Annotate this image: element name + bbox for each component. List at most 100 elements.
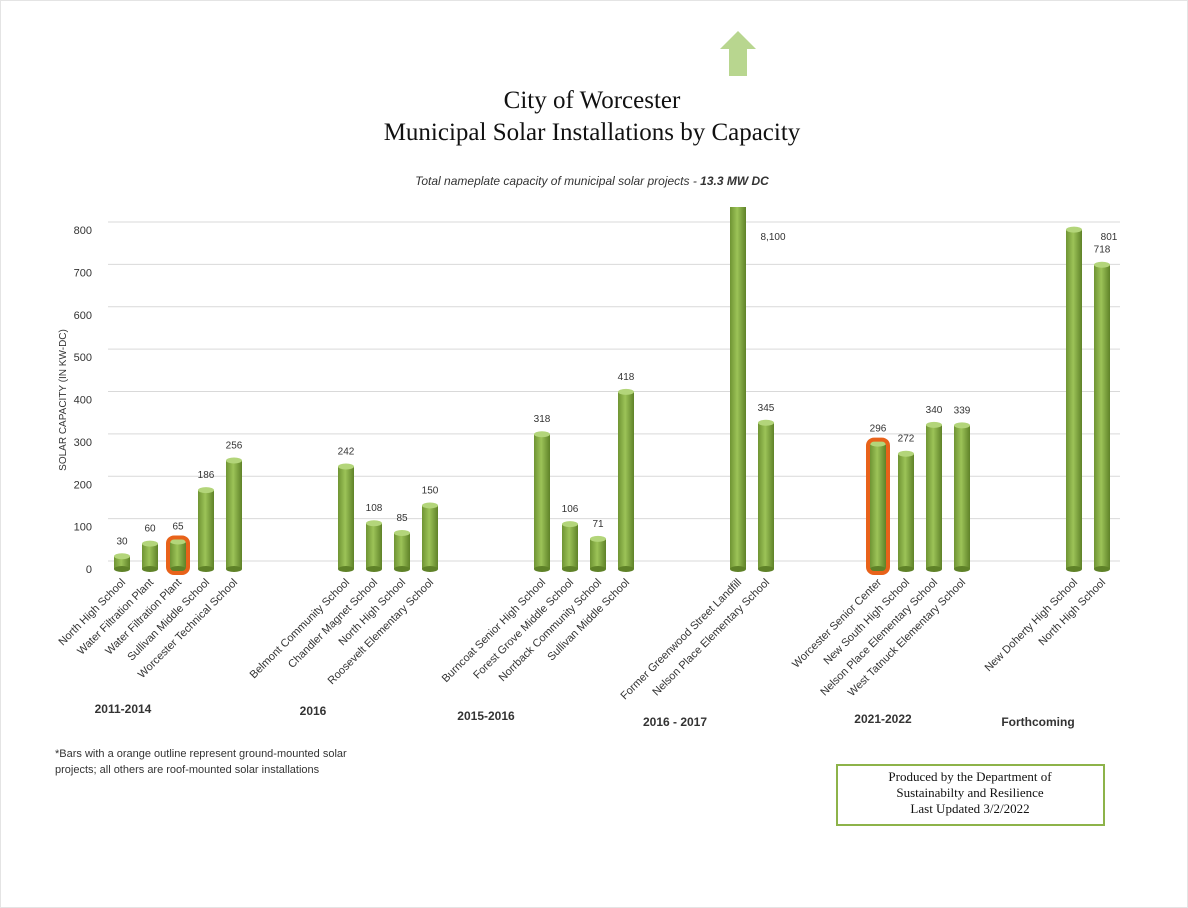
footnote: *Bars with a orange outline represent gr… bbox=[55, 748, 347, 760]
value-label: 65 bbox=[172, 521, 184, 532]
bar-base bbox=[926, 566, 942, 572]
bar bbox=[114, 553, 130, 572]
credit-text: Last Updated 3/2/2022 bbox=[910, 801, 1029, 816]
bar bbox=[866, 437, 890, 575]
group-label: 2016 - 2017 bbox=[643, 715, 707, 729]
credit-text: Produced by the Department of bbox=[888, 769, 1052, 784]
y-tick-label: 100 bbox=[74, 522, 92, 534]
value-label: 296 bbox=[870, 424, 887, 435]
bar-base bbox=[422, 566, 438, 572]
bar-base bbox=[114, 566, 130, 572]
value-label: 71 bbox=[592, 519, 604, 530]
bar-body bbox=[926, 424, 942, 569]
bar-top bbox=[590, 535, 606, 542]
bar-base bbox=[870, 566, 886, 572]
value-label: 318 bbox=[534, 414, 551, 425]
bar bbox=[730, 207, 746, 572]
bar-outline bbox=[866, 437, 890, 575]
bar-top bbox=[422, 502, 438, 509]
value-label: 345 bbox=[758, 403, 775, 414]
bar-base bbox=[954, 566, 970, 572]
bar-body bbox=[142, 543, 158, 569]
bar bbox=[618, 388, 634, 572]
bar bbox=[898, 450, 914, 572]
chart-title: City of Worcester bbox=[504, 87, 681, 114]
bar-top bbox=[394, 529, 410, 536]
bar-top bbox=[1094, 261, 1110, 268]
bar bbox=[198, 487, 214, 572]
bar-body bbox=[114, 556, 130, 569]
bar-base bbox=[898, 566, 914, 572]
y-tick-label: 400 bbox=[74, 395, 92, 407]
value-label: 418 bbox=[618, 372, 635, 383]
y-axis-label: SOLAR CAPACITY (IN KW-DC) bbox=[58, 329, 69, 471]
credit-box bbox=[836, 764, 1105, 826]
value-label: 242 bbox=[338, 446, 355, 457]
subtitle-emphasis: 13.3 MW DC bbox=[700, 174, 769, 188]
bar bbox=[422, 502, 438, 572]
bar-body bbox=[898, 453, 914, 569]
credit-text: Sustainabilty and Resilience bbox=[896, 785, 1044, 800]
bar-top bbox=[534, 431, 550, 438]
chart-title: Municipal Solar Installations by Capacit… bbox=[384, 119, 801, 146]
bar-top bbox=[114, 553, 130, 560]
bar-body bbox=[562, 524, 578, 569]
value-label: 30 bbox=[116, 536, 128, 547]
bar-base bbox=[758, 566, 774, 572]
bar-top bbox=[618, 388, 634, 395]
bar-base bbox=[534, 566, 550, 572]
bar-top bbox=[198, 487, 214, 494]
bar-body bbox=[590, 538, 606, 569]
value-label: 718 bbox=[1094, 245, 1111, 256]
group-label: 2011-2014 bbox=[95, 702, 152, 716]
bar-body bbox=[394, 532, 410, 569]
bar-base bbox=[1066, 566, 1082, 572]
bar-top bbox=[926, 421, 942, 428]
bar-base bbox=[226, 566, 242, 572]
bar bbox=[394, 529, 410, 572]
bar-body bbox=[226, 460, 242, 569]
bar-base bbox=[198, 566, 214, 572]
bar-body bbox=[618, 391, 634, 569]
bar-body bbox=[338, 466, 354, 569]
value-label: 60 bbox=[144, 524, 156, 535]
bar-top bbox=[226, 457, 242, 464]
bar bbox=[590, 535, 606, 572]
bar bbox=[166, 535, 190, 575]
bar-base bbox=[394, 566, 410, 572]
bar-body bbox=[1094, 264, 1110, 569]
bar-top bbox=[142, 540, 158, 547]
bar-body bbox=[758, 422, 774, 569]
bar-top bbox=[1066, 226, 1082, 233]
y-tick-label: 800 bbox=[74, 225, 92, 237]
bar-base bbox=[618, 566, 634, 572]
bar-body bbox=[366, 523, 382, 569]
value-label: 339 bbox=[954, 405, 971, 416]
y-tick-label: 500 bbox=[74, 352, 92, 364]
value-label: 272 bbox=[898, 434, 915, 445]
bar bbox=[338, 463, 354, 572]
bar-body bbox=[422, 505, 438, 569]
value-label: 340 bbox=[926, 405, 943, 416]
bar-body bbox=[1066, 229, 1082, 570]
value-label: 150 bbox=[422, 485, 439, 496]
bar bbox=[954, 422, 970, 572]
bar-top bbox=[170, 538, 186, 545]
bar bbox=[1094, 261, 1110, 572]
arrow-icon bbox=[720, 31, 756, 76]
group-label: 2021-2022 bbox=[854, 712, 912, 726]
bar bbox=[926, 421, 942, 572]
y-tick-label: 0 bbox=[86, 564, 92, 576]
bar-base bbox=[366, 566, 382, 572]
bar-base bbox=[170, 566, 186, 572]
bar-body bbox=[534, 434, 550, 569]
group-label: Forthcoming bbox=[1001, 715, 1074, 729]
bar-base bbox=[590, 566, 606, 572]
y-tick-label: 200 bbox=[74, 479, 92, 491]
chart-subtitle: Total nameplate capacity of municipal so… bbox=[415, 174, 769, 188]
bar bbox=[366, 520, 382, 572]
value-label: 186 bbox=[198, 470, 215, 481]
value-label: 85 bbox=[396, 513, 408, 524]
